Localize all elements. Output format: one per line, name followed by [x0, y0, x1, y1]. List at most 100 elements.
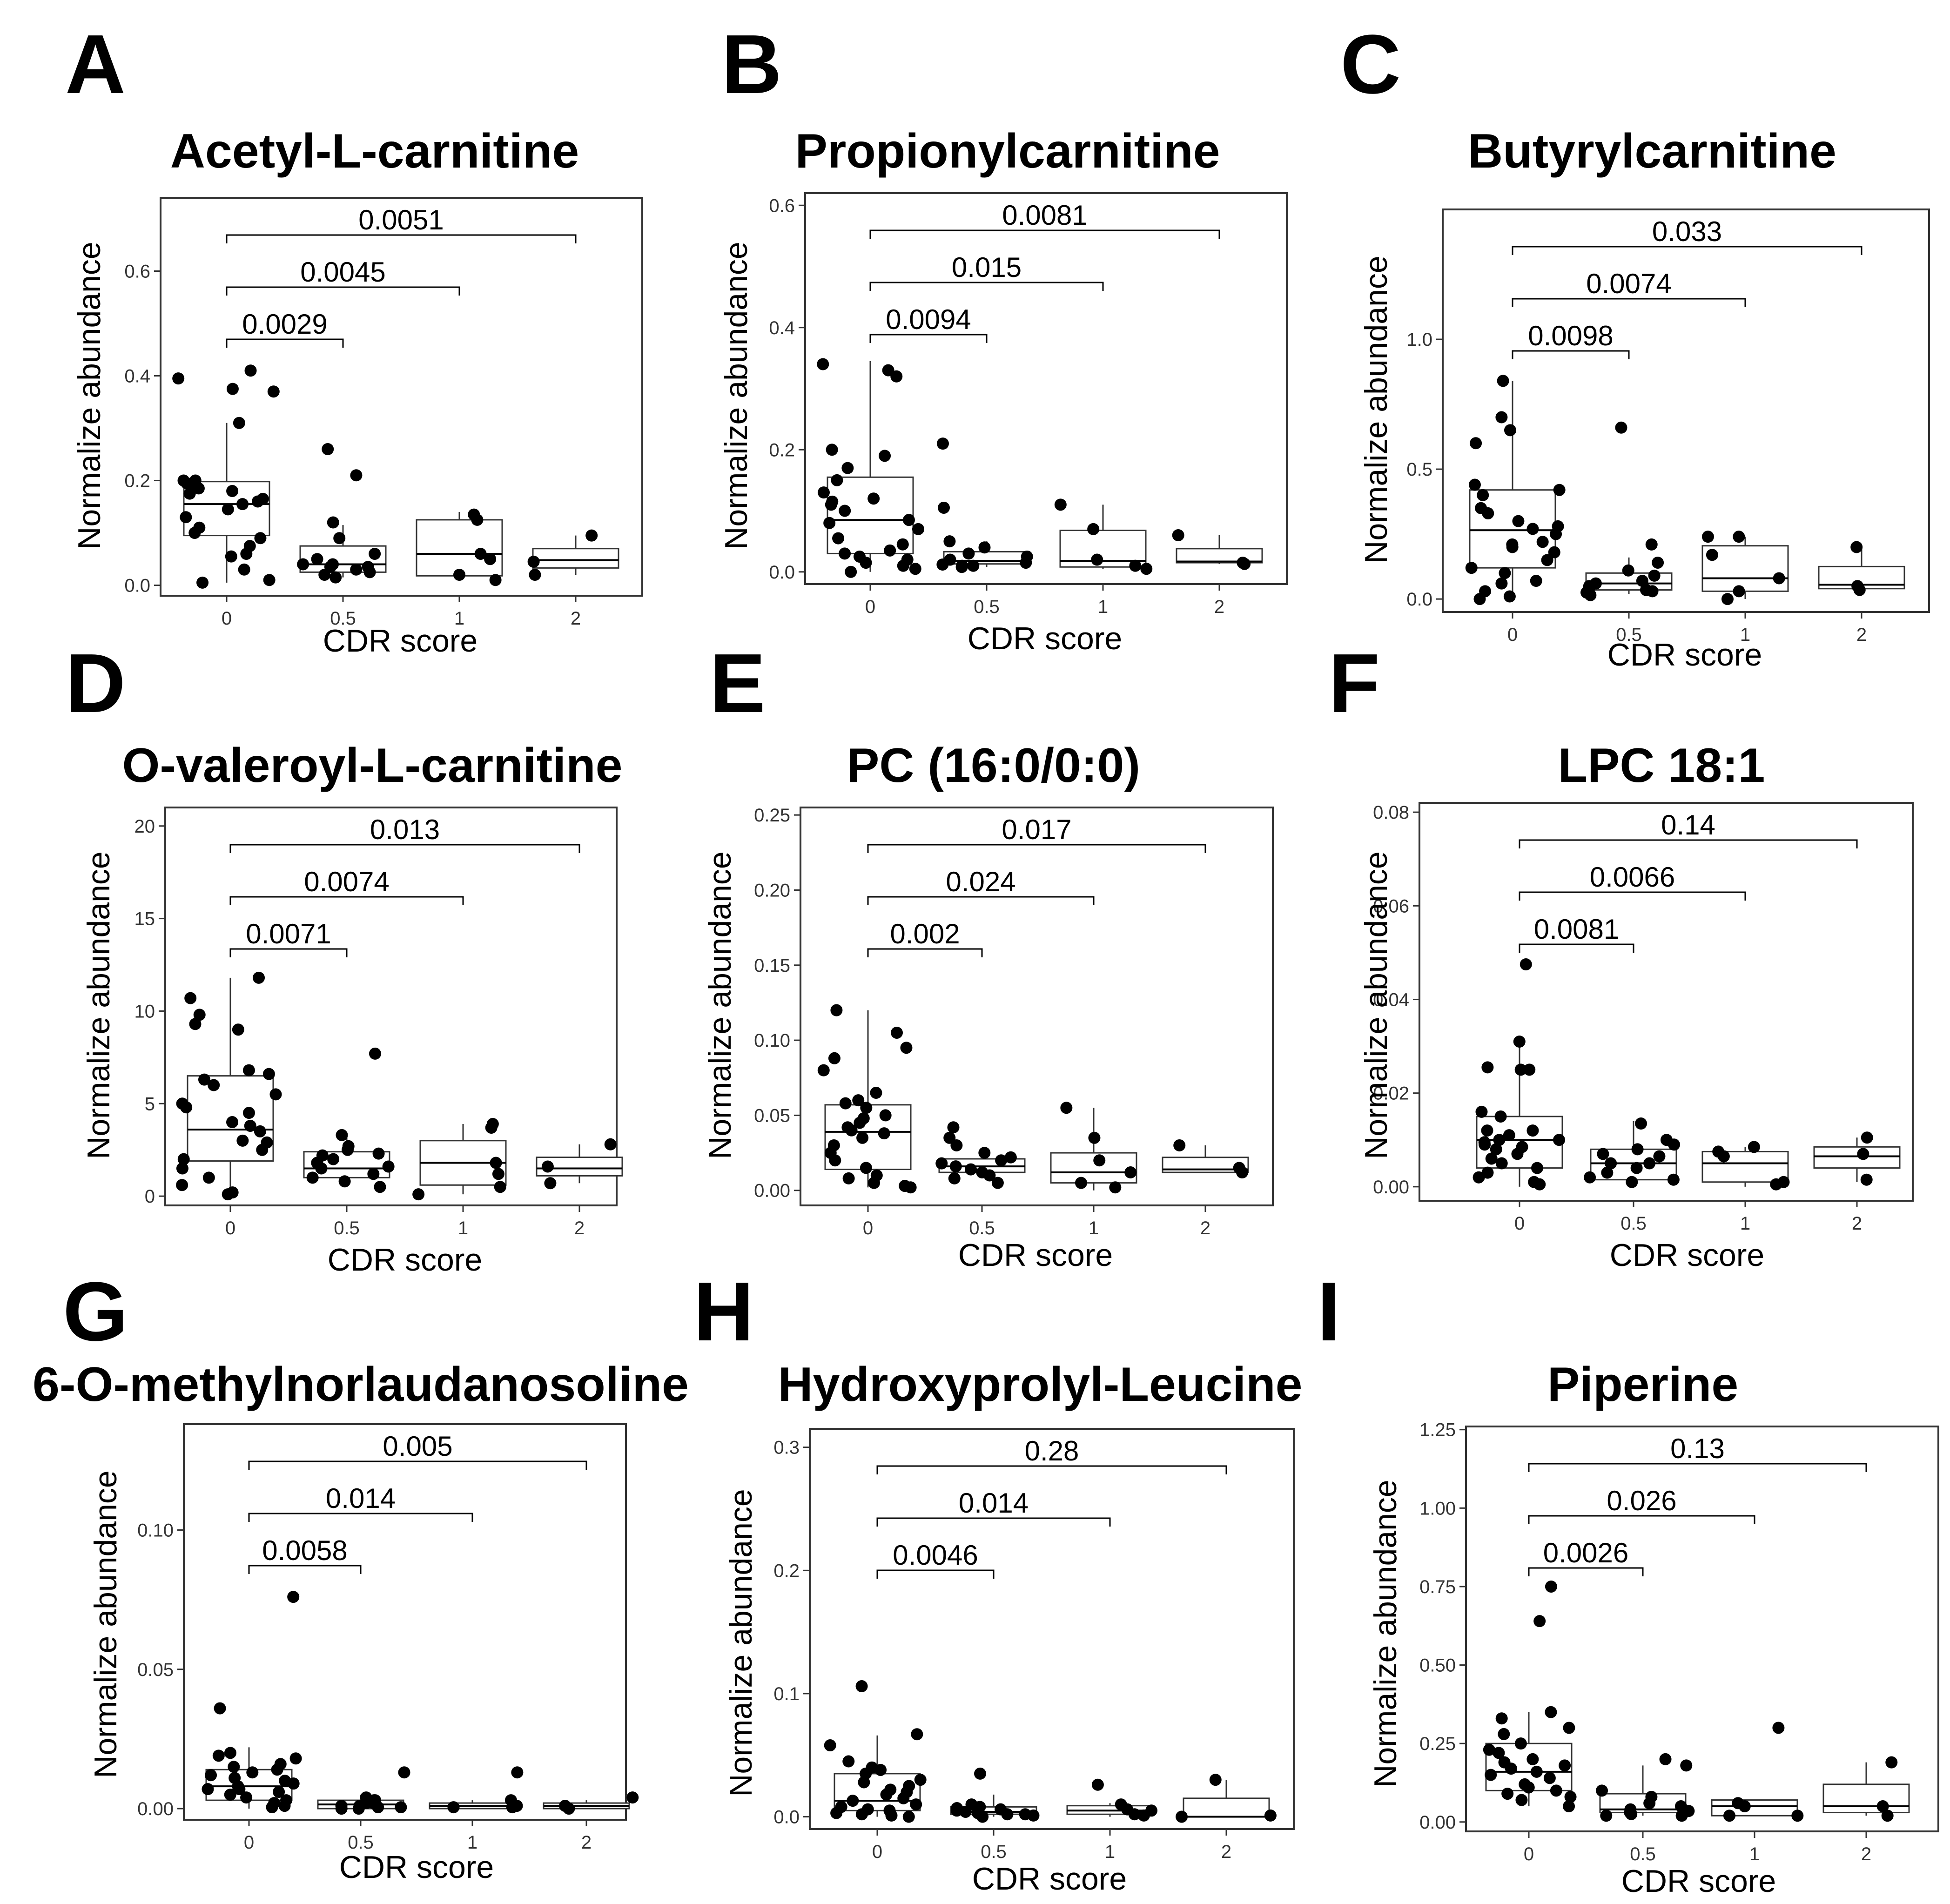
- data-point: [1636, 575, 1648, 587]
- y-tick-label: 0.05: [137, 1660, 174, 1680]
- data-point: [1857, 1148, 1869, 1160]
- y-tick-label: 0.10: [137, 1520, 174, 1541]
- data-point: [1514, 1063, 1527, 1076]
- significance-bracket: [226, 286, 460, 296]
- x-tick-label: 1: [1740, 625, 1750, 645]
- x-tick-label: 2: [581, 1832, 592, 1853]
- x-tick-label: 2: [1214, 597, 1224, 617]
- significance-bracket: [869, 334, 988, 343]
- data-point: [1706, 549, 1718, 561]
- y-tick-label: 15: [134, 909, 155, 929]
- data-point: [1494, 1110, 1507, 1123]
- data-point: [180, 1101, 193, 1114]
- significance-bracket: [226, 338, 344, 348]
- significance-bracket: [229, 844, 580, 853]
- data-point: [226, 1116, 239, 1129]
- data-point: [1479, 1138, 1491, 1151]
- x-tick-label: 1: [1740, 1213, 1750, 1234]
- data-point: [202, 1783, 214, 1796]
- data-point: [1483, 1743, 1495, 1756]
- data-point: [1605, 1157, 1617, 1170]
- data-point: [1087, 523, 1100, 535]
- x-tick-label: 1: [458, 1218, 468, 1238]
- data-point: [967, 559, 980, 572]
- panel-title: Acetyl-L-carnitine: [170, 124, 579, 178]
- significance-bracket: [229, 896, 464, 905]
- panel-letter: A: [65, 18, 126, 111]
- data-point: [1060, 1102, 1073, 1114]
- data-point: [189, 1018, 202, 1030]
- data-point: [352, 1803, 365, 1815]
- data-point: [1553, 484, 1566, 496]
- panel-title: Butyrylcarnitine: [1468, 124, 1836, 178]
- p-value-label: 0.14: [1661, 809, 1715, 841]
- data-point: [904, 1181, 917, 1194]
- data-point: [224, 1747, 236, 1759]
- panel-letter: E: [710, 637, 766, 730]
- data-point: [1495, 1712, 1508, 1725]
- data-point: [1701, 531, 1714, 543]
- p-value-label: 0.0029: [242, 309, 328, 340]
- data-point: [1653, 1150, 1666, 1163]
- data-point: [1860, 1173, 1873, 1186]
- data-point: [1675, 1810, 1688, 1822]
- box-0.5: [943, 551, 1030, 565]
- data-point: [254, 532, 267, 545]
- y-tick-label: 0.5: [1406, 459, 1432, 480]
- y-tick-label: 1.00: [1419, 1498, 1456, 1519]
- data-point: [1498, 1728, 1510, 1740]
- p-value-label: 0.0074: [304, 866, 390, 897]
- significance-bracket: [226, 234, 577, 243]
- data-point: [315, 1162, 328, 1175]
- data-point: [395, 1801, 407, 1814]
- significance-bracket: [876, 1569, 995, 1579]
- y-tick-label: 0.00: [137, 1799, 174, 1819]
- data-point: [188, 527, 201, 539]
- data-point: [900, 1042, 913, 1054]
- x-tick-label: 2: [1221, 1842, 1231, 1862]
- panel-title: Propionylcarnitine: [795, 124, 1220, 178]
- data-point: [1526, 1753, 1539, 1765]
- p-value-label: 0.0045: [300, 256, 386, 288]
- panel-title: PC (16:0/0:0): [847, 739, 1140, 793]
- data-point: [1773, 572, 1785, 585]
- data-point: [817, 486, 830, 499]
- data-point: [1520, 958, 1532, 971]
- p-value-label: 0.015: [952, 252, 1022, 283]
- x-axis-title: CDR score: [972, 1861, 1127, 1897]
- data-point: [1530, 575, 1542, 587]
- data-point: [1075, 1177, 1087, 1189]
- x-axis-title: CDR score: [339, 1850, 494, 1885]
- data-point: [236, 1134, 249, 1147]
- data-point: [935, 1157, 948, 1170]
- data-point: [604, 1138, 617, 1150]
- data-point: [563, 1803, 575, 1815]
- panel-letter: D: [65, 637, 126, 730]
- data-point: [841, 462, 854, 474]
- data-point: [1495, 411, 1508, 424]
- data-point: [902, 514, 915, 526]
- data-point: [1505, 1763, 1517, 1775]
- data-point: [1717, 1150, 1730, 1163]
- y-axis-title: Normalize abundance: [723, 1489, 759, 1797]
- data-point: [885, 1809, 898, 1822]
- y-tick-label: 0.2: [769, 440, 795, 460]
- x-tick-label: 1: [1749, 1844, 1760, 1864]
- data-point: [297, 558, 309, 571]
- panel-letter: H: [693, 1265, 754, 1359]
- data-point: [369, 1047, 381, 1060]
- data-point: [183, 487, 196, 500]
- data-point: [1531, 1162, 1543, 1174]
- p-value-label: 0.014: [959, 1487, 1029, 1519]
- data-point: [350, 469, 363, 482]
- x-tick-label: 0: [863, 1218, 873, 1238]
- data-point: [244, 364, 257, 377]
- data-point: [839, 505, 851, 517]
- data-point: [192, 482, 205, 495]
- data-point: [1490, 1143, 1502, 1156]
- data-point: [205, 1769, 217, 1782]
- data-point: [1497, 375, 1509, 387]
- significance-bracket: [248, 1513, 473, 1522]
- data-point: [278, 1800, 291, 1812]
